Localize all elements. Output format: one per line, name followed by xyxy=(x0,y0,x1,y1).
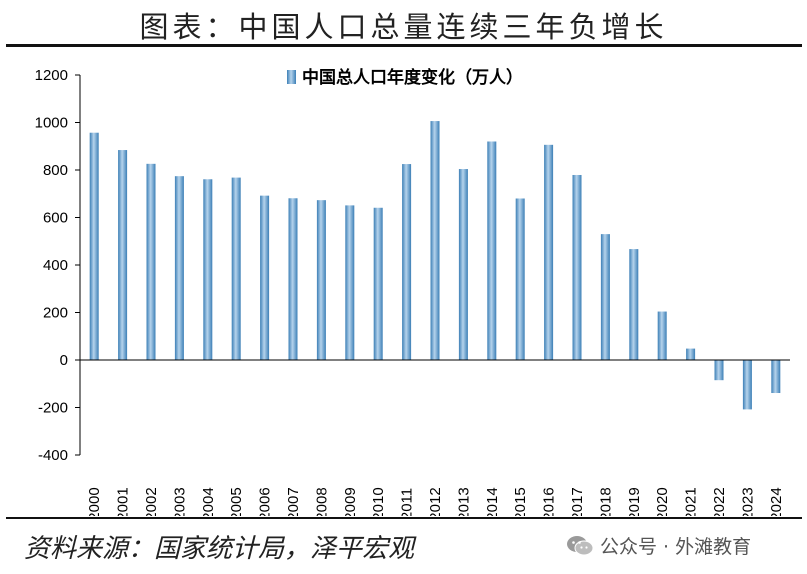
bar-2013 xyxy=(458,169,468,360)
legend-label: 中国总人口年度变化（万人） xyxy=(302,67,523,88)
bar-2011 xyxy=(402,164,412,360)
x-tick-label: 2013 xyxy=(455,487,472,516)
x-tick-label: 2001 xyxy=(115,487,132,516)
y-tick-label: 600 xyxy=(43,210,68,227)
bar-2009 xyxy=(345,205,355,360)
source-note: 资料来源：国家统计局，泽平宏观 xyxy=(24,534,415,564)
x-tick-label: 2002 xyxy=(143,487,160,516)
y-tick-label: 800 xyxy=(43,162,68,179)
y-axis-ticks: -400 -200 0 200 400 600 800 1000 1200 xyxy=(35,67,80,464)
bar-2008 xyxy=(316,200,326,360)
bar-2019 xyxy=(629,249,639,360)
bar-2014 xyxy=(487,141,497,360)
y-tick-label: 200 xyxy=(43,305,68,322)
wechat-icon xyxy=(567,535,594,555)
x-tick-label: 2003 xyxy=(171,487,188,516)
x-tick-label: 2005 xyxy=(228,487,245,516)
x-tick-label: 2007 xyxy=(285,487,302,516)
x-tick-label: 2000 xyxy=(86,487,103,516)
x-tick-label: 2016 xyxy=(541,487,558,516)
x-tick-label: 2012 xyxy=(427,487,444,516)
x-tick-label: 2006 xyxy=(257,487,274,516)
x-tick-label: 2010 xyxy=(370,487,387,516)
x-tick-label: 2019 xyxy=(626,487,643,516)
bar-2012 xyxy=(430,121,440,360)
bar-2015 xyxy=(515,198,525,360)
bar-2017 xyxy=(572,174,582,360)
x-tick-label: 2004 xyxy=(200,487,217,516)
bar-2002 xyxy=(146,163,156,360)
x-tick-label: 2011 xyxy=(399,488,416,516)
x-tick-label: 2008 xyxy=(313,487,330,516)
axes xyxy=(79,75,790,455)
x-tick-label: 2021 xyxy=(683,487,700,516)
y-tick-label: 0 xyxy=(60,352,68,369)
x-tick-label: 2018 xyxy=(597,487,614,516)
bar-2021 xyxy=(686,348,696,360)
bar-2001 xyxy=(118,150,128,360)
bar-2020 xyxy=(657,311,667,360)
bar-2006 xyxy=(260,195,270,360)
bar-2000 xyxy=(89,132,99,360)
top-divider xyxy=(6,44,802,47)
bar-2007 xyxy=(288,198,298,360)
bar-2024 xyxy=(771,360,781,394)
bottom-divider xyxy=(6,517,802,519)
x-tick-label: 2024 xyxy=(768,487,785,516)
y-tick-label: 1200 xyxy=(35,67,68,84)
x-tick-label: 2014 xyxy=(484,487,501,516)
y-tick-label: -200 xyxy=(38,400,68,417)
bar-2005 xyxy=(231,177,241,360)
x-tick-label: 2022 xyxy=(711,487,728,516)
page-title: 图表：中国人口总量连续三年负增长 xyxy=(139,10,668,44)
bar-2018 xyxy=(600,234,610,360)
legend-swatch xyxy=(287,70,296,84)
bar-series xyxy=(89,121,781,410)
y-tick-label: 400 xyxy=(43,257,68,274)
y-tick-label: 1000 xyxy=(35,115,68,132)
x-tick-label: 2020 xyxy=(654,487,671,516)
bar-2022 xyxy=(714,360,724,381)
x-tick-label: 2015 xyxy=(512,487,529,516)
legend: 中国总人口年度变化（万人） xyxy=(287,67,523,88)
bar-2010 xyxy=(373,207,383,360)
y-tick-label: -400 xyxy=(38,447,68,464)
x-axis-labels: 2000 2001 2002 2003 2004 2005 2006 2007 2008 2009… xyxy=(86,487,785,516)
x-tick-label: 2017 xyxy=(569,487,586,516)
bar-2016 xyxy=(544,144,554,360)
x-tick-label: 2009 xyxy=(342,487,359,516)
bar-2003 xyxy=(174,176,184,360)
watermark: 公众号 · 外滩教育 xyxy=(566,532,751,559)
bar-2004 xyxy=(203,179,213,360)
watermark-text: 公众号 · 外滩教育 xyxy=(600,536,752,558)
bar-2023 xyxy=(742,360,752,410)
x-tick-label: 2023 xyxy=(739,487,756,516)
